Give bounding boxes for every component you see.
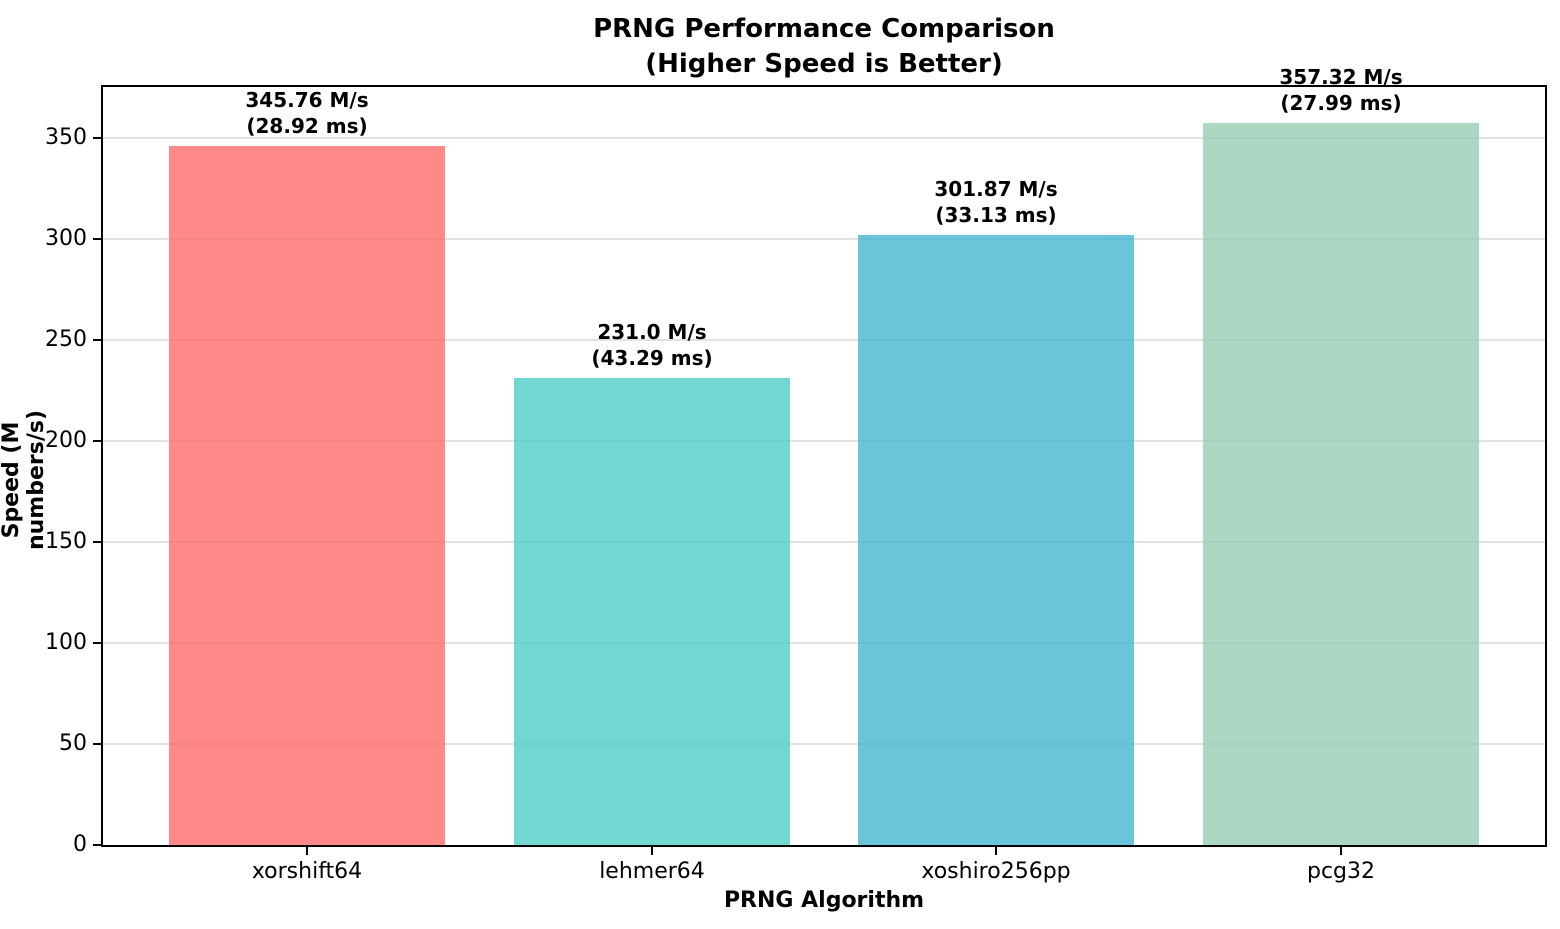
y-tick-mark-50	[93, 743, 101, 745]
x-tick-label-pcg32: pcg32	[1306, 859, 1376, 884]
y-tick-mark-150	[93, 541, 101, 543]
bar-value-time: (27.99 ms)	[1280, 91, 1402, 115]
x-axis-label: PRNG Algorithm	[723, 888, 925, 913]
bar-pcg32	[1203, 123, 1479, 845]
gridline-350	[103, 137, 1545, 139]
y-tick-mark-300	[93, 238, 101, 240]
chart-title-line-1: PRNG Performance Comparison	[593, 14, 1055, 44]
bar-value-speed: 345.76 M/s	[245, 88, 369, 112]
gridline-50	[103, 743, 1545, 745]
chart-title: PRNG Performance Comparison (Higher Spee…	[103, 12, 1545, 82]
bar-xoshiro256pp	[858, 235, 1134, 845]
y-tick-mark-350	[93, 137, 101, 139]
bar-lehmer64	[514, 378, 790, 845]
bar-value-time: (43.29 ms)	[591, 346, 713, 370]
bar-value-label-lehmer64: 231.0 M/s (43.29 ms)	[492, 319, 812, 371]
bar-value-label-xoshiro256pp: 301.87 M/s (33.13 ms)	[836, 176, 1156, 228]
y-tick-label-50: 50	[59, 731, 87, 756]
y-tick-label-350: 350	[45, 125, 87, 150]
x-tick-mark-lehmer64	[651, 847, 653, 855]
y-tick-label-100: 100	[45, 630, 87, 655]
y-tick-label-150: 150	[45, 529, 87, 554]
gridline-200	[103, 440, 1545, 442]
y-tick-mark-100	[93, 642, 101, 644]
gridline-300	[103, 238, 1545, 240]
y-tick-label-200: 200	[45, 428, 87, 453]
y-tick-label-0: 0	[73, 832, 87, 857]
x-tick-label-xorshift64: xorshift64	[251, 859, 363, 884]
bar-xorshift64	[169, 146, 445, 845]
bar-value-speed: 301.87 M/s	[934, 177, 1058, 201]
gridline-150	[103, 541, 1545, 543]
chart-title-line-2: (Higher Speed is Better)	[645, 49, 1003, 79]
bar-value-speed: 231.0 M/s	[597, 320, 707, 344]
x-tick-label-lehmer64: lehmer64	[599, 859, 705, 884]
y-tick-mark-200	[93, 440, 101, 442]
y-axis-label: Speed (M numbers/s)	[0, 409, 49, 551]
x-tick-mark-pcg32	[1340, 847, 1342, 855]
bar-value-label-xorshift64: 345.76 M/s (28.92 ms)	[147, 87, 467, 139]
gridline-100	[103, 642, 1545, 644]
y-tick-label-300: 300	[45, 226, 87, 251]
gridline-250	[103, 339, 1545, 341]
y-tick-mark-0	[93, 844, 101, 846]
bar-value-time: (33.13 ms)	[935, 203, 1057, 227]
x-tick-mark-xorshift64	[306, 847, 308, 855]
bar-value-time: (28.92 ms)	[246, 114, 368, 138]
x-tick-label-xoshiro256pp: xoshiro256pp	[921, 859, 1071, 884]
y-tick-mark-250	[93, 339, 101, 341]
bar-value-speed: 357.32 M/s	[1279, 65, 1403, 89]
x-tick-mark-xoshiro256pp	[995, 847, 997, 855]
bar-value-label-pcg32: 357.32 M/s (27.99 ms)	[1181, 64, 1501, 116]
y-tick-label-250: 250	[45, 327, 87, 352]
